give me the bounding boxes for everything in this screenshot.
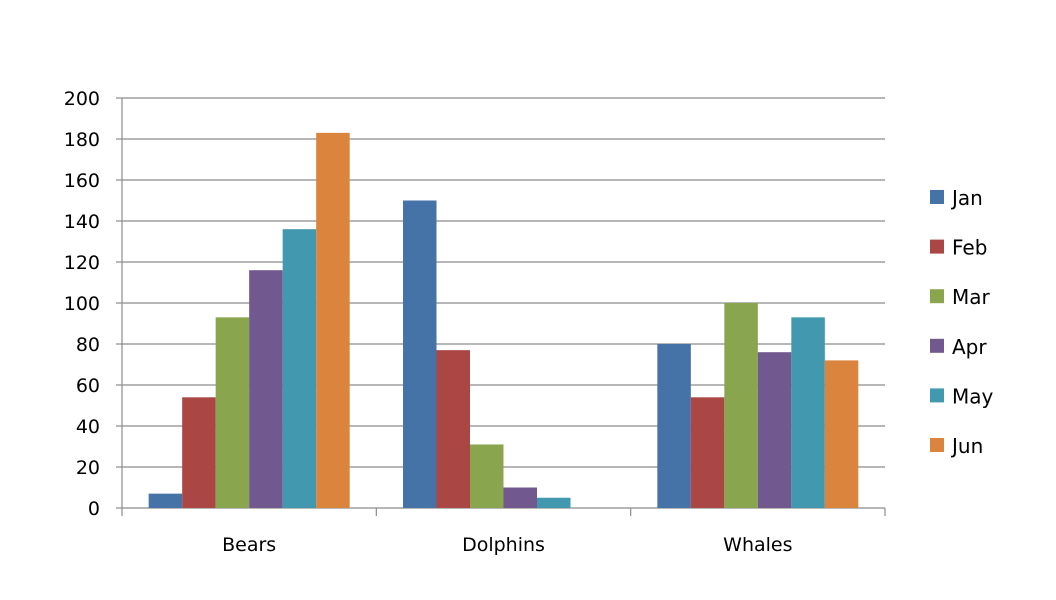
bar-jun-whales	[824, 360, 859, 508]
legend-label-feb: Feb	[952, 236, 987, 260]
bar-mar-whales	[724, 303, 758, 508]
legend-swatch-jan	[930, 190, 944, 204]
y-tick-label: 160	[64, 170, 100, 192]
x-axis: Bears Dolphins Whales	[121, 507, 886, 556]
legend-label-jan: Jan	[950, 186, 983, 210]
bar-mar-bears	[215, 317, 250, 508]
bar-feb-bears	[182, 397, 216, 508]
bar-may-whales	[791, 317, 825, 508]
bar-feb-dolphins	[436, 350, 470, 508]
legend-label-apr: Apr	[952, 335, 987, 359]
y-tick-label: 200	[64, 88, 100, 110]
y-tick-label: 40	[76, 416, 100, 438]
bar-mar-dolphins	[470, 444, 504, 508]
bar-may-dolphins	[537, 497, 571, 508]
bar-jan-dolphins	[403, 200, 437, 508]
bar-apr-whales	[757, 352, 792, 508]
legend-label-jun: Jun	[950, 434, 983, 458]
bar-apr-dolphins	[503, 487, 537, 508]
x-category-label: Dolphins	[462, 534, 545, 556]
legend-swatch-feb	[930, 239, 944, 254]
legend-swatch-mar	[930, 289, 944, 304]
legend-label-may: May	[952, 384, 994, 408]
y-axis: 0 20 40 60 80 100 120 140 160 180 200	[64, 88, 123, 520]
bar-jun-bears	[316, 132, 350, 508]
bars	[148, 132, 859, 508]
bar-feb-whales	[690, 397, 725, 508]
x-category-label: Bears	[222, 534, 276, 556]
legend-swatch-may	[930, 388, 944, 403]
legend: Jan Feb Mar Apr May Jun	[930, 186, 994, 458]
y-tick-label: 0	[88, 498, 100, 520]
bar-apr-bears	[249, 270, 283, 508]
y-tick-label: 180	[64, 129, 100, 151]
legend-swatch-apr	[930, 338, 944, 353]
legend-swatch-jun	[930, 438, 944, 452]
y-tick-label: 140	[64, 211, 100, 233]
y-tick-label: 80	[76, 334, 100, 356]
bar-may-bears	[282, 229, 317, 508]
y-tick-label: 60	[76, 375, 100, 397]
legend-label-mar: Mar	[952, 285, 991, 309]
y-tick-label: 120	[64, 252, 100, 274]
x-category-label: Whales	[723, 534, 792, 556]
bar-jan-whales	[657, 344, 691, 508]
y-tick-label: 20	[76, 457, 100, 479]
bar-jan-bears	[148, 493, 183, 508]
y-tick-label: 100	[64, 293, 100, 315]
